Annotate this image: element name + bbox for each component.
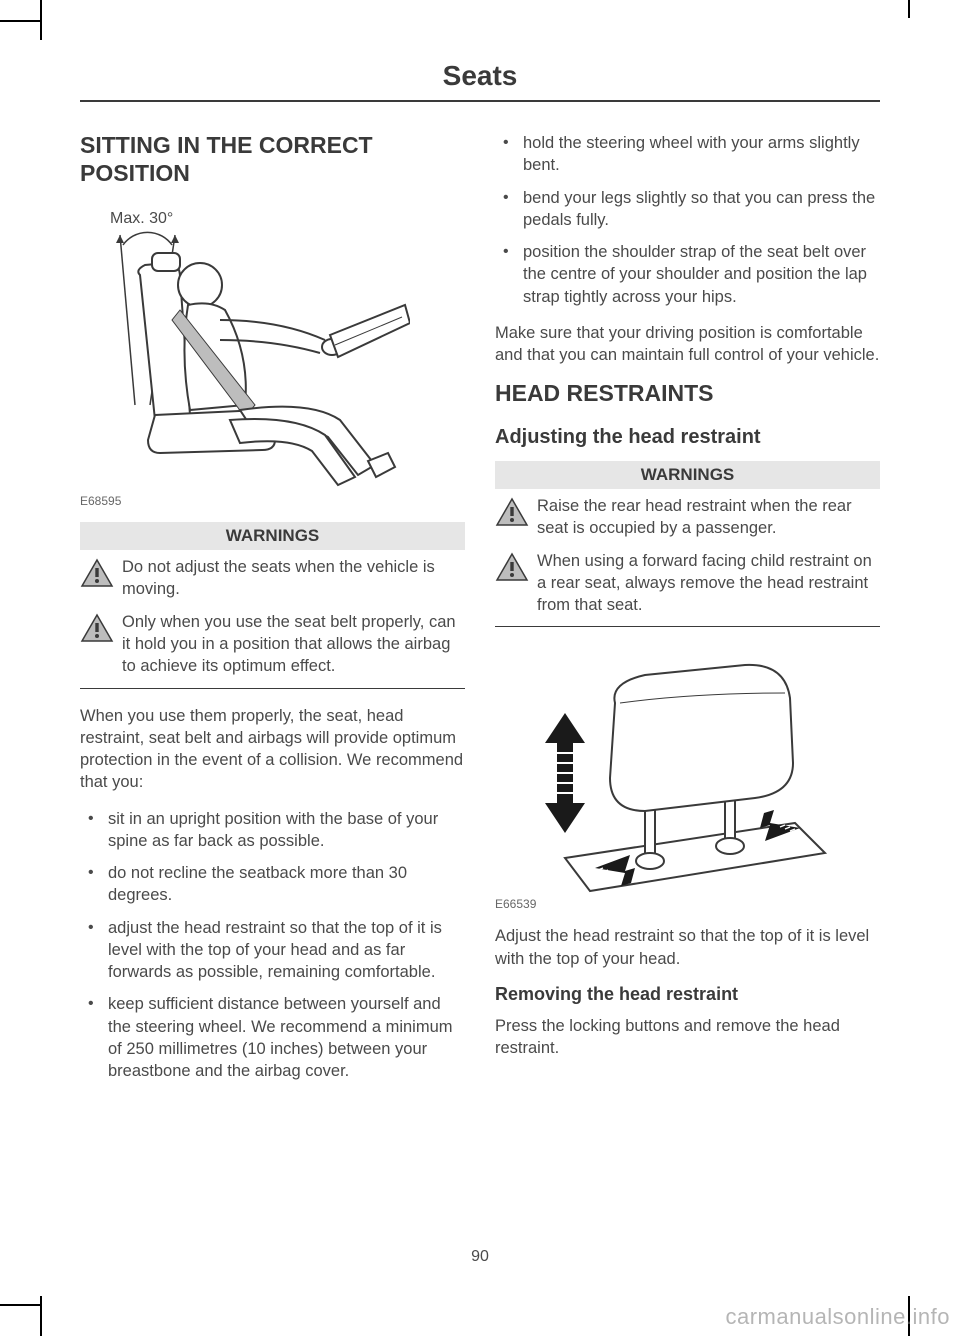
- chapter-title: Seats: [80, 60, 880, 102]
- figure-code: E68595: [80, 494, 465, 508]
- warning-text: Raise the rear head restraint when the r…: [537, 495, 880, 540]
- crop-mark: [0, 1304, 40, 1306]
- warning-item: Raise the rear head restraint when the r…: [495, 495, 880, 540]
- figure-code: E66539: [495, 897, 880, 911]
- recommendation-list-continued: hold the steering wheel with your arms s…: [495, 132, 880, 308]
- crop-mark: [40, 0, 42, 40]
- warning-item: Only when you use the seat belt properly…: [80, 611, 465, 678]
- list-item: do not recline the seatback more than 30…: [80, 862, 465, 907]
- warning-text: Only when you use the seat belt properly…: [122, 611, 465, 678]
- figure-label-max30: Max. 30°: [110, 210, 173, 227]
- section-heading-headrestraints: HEAD RESTRAINTS: [495, 380, 880, 408]
- paragraph: Press the locking buttons and remove the…: [495, 1015, 880, 1060]
- warning-text: Do not adjust the seats when the vehicle…: [122, 556, 465, 601]
- warnings-header: WARNINGS: [80, 522, 465, 550]
- page-number: 90: [0, 1248, 960, 1266]
- paragraph: Make sure that your driving position is …: [495, 322, 880, 367]
- manual-page: Seats SITTING IN THE CORRECT POSITION Ma…: [0, 0, 960, 1336]
- warning-rule: [495, 626, 880, 627]
- warning-icon: [80, 613, 114, 643]
- recommendation-list: sit in an upright position with the base…: [80, 808, 465, 1083]
- subsection-adjusting: Adjusting the head restraint: [495, 426, 880, 449]
- warning-item: When using a forward facing child restra…: [495, 550, 880, 617]
- right-column: hold the steering wheel with your arms s…: [495, 132, 880, 1097]
- adjust-arrow-icon: [545, 713, 585, 833]
- warning-icon: [495, 497, 529, 527]
- two-column-layout: SITTING IN THE CORRECT POSITION Max. 30°: [80, 132, 880, 1097]
- warning-text: When using a forward facing child restra…: [537, 550, 880, 617]
- list-item: keep sufficient distance between yoursel…: [80, 993, 465, 1082]
- crop-mark: [908, 0, 910, 18]
- warning-icon: [80, 558, 114, 588]
- list-item: adjust the head restraint so that the to…: [80, 917, 465, 984]
- list-item: sit in an upright position with the base…: [80, 808, 465, 853]
- paragraph: Adjust the head restraint so that the to…: [495, 925, 880, 970]
- watermark: carmanualsonline.info: [725, 1304, 950, 1330]
- figure-seating-position: Max. 30°: [80, 205, 465, 508]
- section-heading-sitting: SITTING IN THE CORRECT POSITION: [80, 132, 465, 187]
- paragraph: When you use them properly, the seat, he…: [80, 705, 465, 794]
- crop-mark: [0, 20, 40, 22]
- warning-item: Do not adjust the seats when the vehicle…: [80, 556, 465, 601]
- figure-head-restraint: E66539: [495, 643, 880, 911]
- list-item: position the shoulder strap of the seat …: [495, 241, 880, 308]
- warning-icon: [495, 552, 529, 582]
- left-column: SITTING IN THE CORRECT POSITION Max. 30°: [80, 132, 465, 1097]
- warning-rule: [80, 688, 465, 689]
- subsection-removing: Removing the head restraint: [495, 984, 880, 1005]
- crop-mark: [40, 1296, 42, 1336]
- list-item: bend your legs slightly so that you can …: [495, 187, 880, 232]
- list-item: hold the steering wheel with your arms s…: [495, 132, 880, 177]
- warnings-header: WARNINGS: [495, 461, 880, 489]
